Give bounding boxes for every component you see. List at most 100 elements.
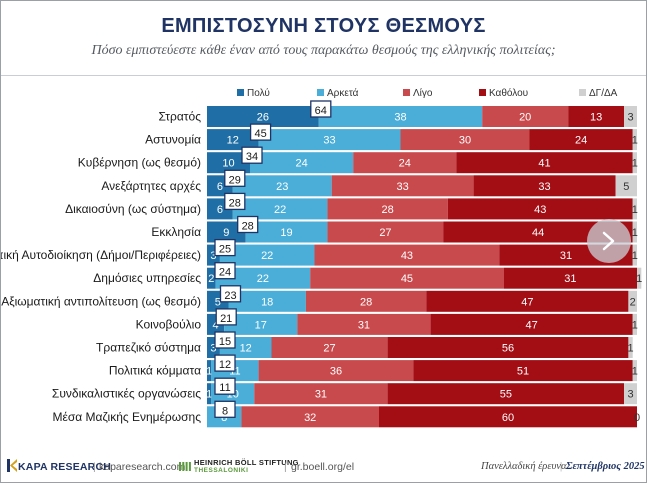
bar-value-label: 43	[534, 204, 546, 216]
footer-separator: |	[560, 461, 563, 472]
category-label: Εκκλησία	[151, 225, 201, 239]
bar-value-label: 51	[517, 366, 529, 378]
total-badge	[249, 123, 272, 141]
bar--3	[353, 152, 457, 174]
total-badge-value: 11	[219, 382, 230, 394]
bar-value-label: 1	[632, 366, 638, 378]
bar-value-label: 20	[519, 112, 531, 124]
legend-swatch-2	[317, 89, 324, 96]
legend-label-4: Καθόλου	[489, 87, 528, 99]
bar-value-label: 27	[323, 343, 335, 355]
bar--6	[327, 221, 444, 243]
bar--8	[310, 267, 504, 289]
chart-legend: Πολύ Αρκετά Λίγο Καθόλου ΔΓ/ΔΑ	[237, 87, 618, 99]
total-badge	[237, 215, 259, 234]
bar--4	[232, 175, 332, 197]
kapa-url-link[interactable]: kaparesearch.com	[99, 461, 186, 473]
category-label: Πολιτικά κόμματα	[109, 364, 201, 378]
bar-value-label: 3	[210, 343, 216, 355]
bar--5	[632, 198, 637, 220]
bar--4	[473, 175, 616, 197]
bar--14	[379, 406, 637, 428]
bar-value-label: 36	[330, 366, 342, 378]
page-subtitle: Πόσο εμπιστεύεστε κάθε έναν από τους παρ…	[91, 43, 556, 58]
legend-swatch-5	[579, 89, 586, 96]
bar-value-label: 22	[274, 204, 286, 216]
boell-url-link[interactable]: gr.boell.org/el	[291, 461, 355, 473]
total-badge	[224, 169, 246, 187]
total-badge	[214, 377, 236, 395]
bar-value-label: 18	[261, 296, 273, 308]
bar-value-label: 12	[227, 135, 239, 147]
next-slide-button[interactable]	[587, 219, 631, 263]
bar--2	[207, 129, 259, 151]
survey-date: Σεπτέμβριος 2025	[566, 461, 645, 472]
bar--13	[207, 383, 212, 405]
bar-value-label: 5	[215, 296, 221, 308]
total-badge	[214, 331, 236, 349]
bar-value-label: 0	[634, 412, 640, 424]
boell-name: HEINRICH BÖLL STIFTUNG	[194, 458, 299, 467]
bar-value-label: 22	[261, 250, 273, 262]
total-badge	[214, 400, 236, 418]
bar--12	[632, 360, 637, 382]
bar--11	[271, 337, 388, 358]
bar--6	[207, 221, 246, 243]
bar-value-label: 1	[632, 158, 638, 170]
bar--1	[568, 106, 625, 127]
bar-value-label: 31	[315, 389, 327, 401]
bar--2	[529, 129, 633, 151]
bar--3	[632, 152, 637, 174]
bar-value-label: 1	[632, 250, 638, 262]
bar--4	[331, 175, 474, 197]
bar--8	[215, 267, 311, 289]
bar-value-label: 19	[280, 227, 292, 239]
category-labels: Στρατός Αστυνομία Κυβέρνηση (ως θεσμό) Ανεξ…	[1, 110, 201, 424]
bar--13	[624, 383, 637, 405]
kapa-logo-icon	[7, 459, 17, 472]
category-label: Τοπική Αυτοδιοίκηση (Δήμοι/Περιφέρειες)	[1, 248, 201, 262]
bar--7	[219, 244, 315, 266]
bar-value-label: 26	[257, 112, 269, 124]
total-badge	[310, 100, 332, 118]
bar-value-label: 12	[240, 343, 252, 355]
total-badge	[219, 285, 242, 303]
bar-value-label: 23	[276, 181, 288, 193]
bar-value-label: 28	[360, 296, 372, 308]
bar--2	[400, 129, 530, 151]
bar-value-label: 1	[632, 135, 638, 147]
bar-value-label: 1	[636, 273, 642, 285]
bar-value-label: 13	[590, 112, 602, 124]
total-badge	[214, 262, 236, 280]
category-label: Κυβέρνηση (ως θεσμό)	[78, 156, 201, 170]
total-badge-value: 24	[219, 267, 231, 279]
bar-value-label: 30	[459, 135, 471, 147]
bar-value-label: 1	[627, 343, 633, 355]
legend-label-2: Αρκετά	[327, 87, 359, 99]
bar-value-label: 31	[358, 319, 370, 331]
footer: KAPA RESEARCH | kaparesearch.com HEINRIC…	[1, 453, 646, 481]
bar-value-label: 33	[538, 181, 550, 193]
bar-value-label: 31	[564, 273, 576, 285]
bar--6	[632, 221, 637, 243]
bar--7	[314, 244, 500, 266]
bar--1	[482, 106, 569, 127]
bar--2	[258, 129, 401, 151]
bar--14	[241, 406, 379, 428]
bar-value-label: 28	[381, 204, 393, 216]
bar-value-label: 6	[217, 204, 223, 216]
bar--10	[632, 313, 637, 335]
category-label: Αξιωματική αντιπολίτευση (ως θεσμό)	[1, 294, 201, 308]
header-divider	[1, 75, 646, 76]
total-badge	[241, 146, 263, 164]
bar-value-label: 2	[208, 273, 214, 285]
bar--9	[426, 290, 629, 312]
category-label: Δημόσιες υπηρεσίες	[93, 271, 201, 285]
bar--11	[628, 337, 633, 358]
bar-value-label: 38	[394, 112, 406, 124]
bar-value-label: 43	[401, 250, 413, 262]
total-badge-value: 28	[229, 197, 241, 209]
total-badge-value: 15	[219, 336, 231, 348]
